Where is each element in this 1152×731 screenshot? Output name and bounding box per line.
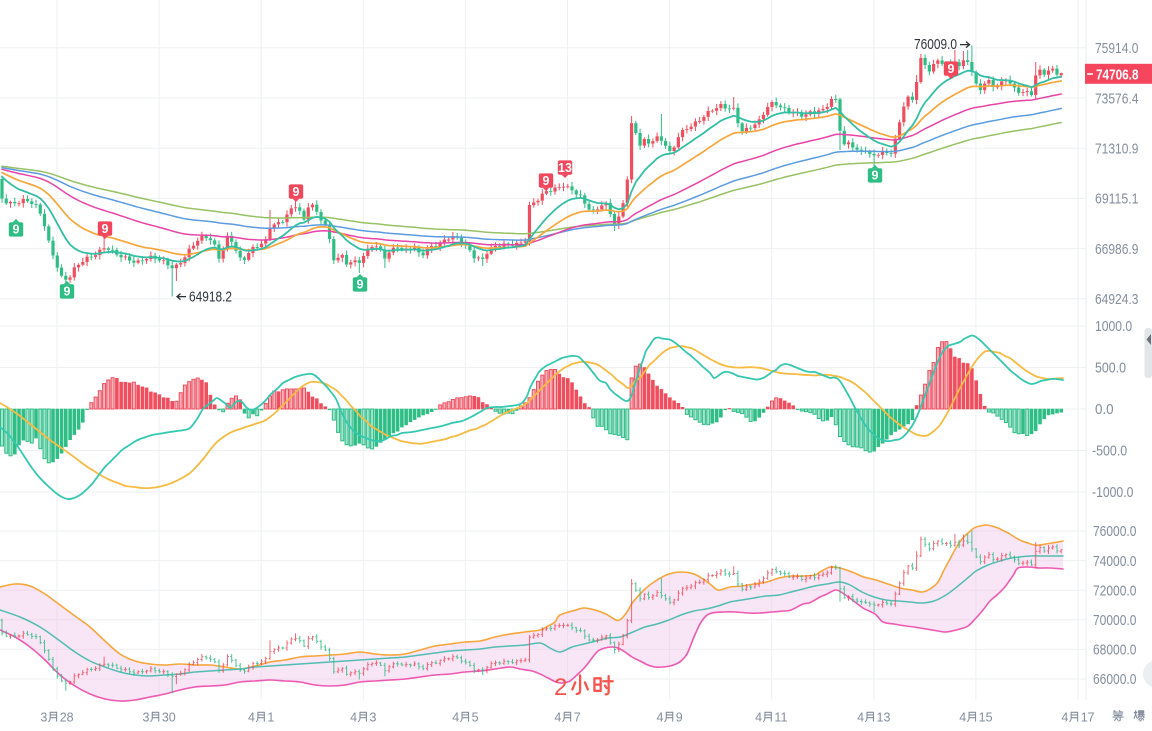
svg-text:7: 7 [574, 711, 581, 725]
svg-text:66986.9: 66986.9 [1095, 241, 1138, 258]
svg-text:68000.0: 68000.0 [1093, 642, 1136, 659]
svg-text:9: 9 [872, 169, 879, 183]
svg-text:4: 4 [656, 711, 663, 725]
svg-text:72000.0: 72000.0 [1093, 582, 1136, 599]
svg-text:1000.0: 1000.0 [1095, 318, 1132, 335]
svg-text:9: 9 [948, 62, 955, 76]
svg-text:4: 4 [755, 711, 762, 725]
svg-text:4: 4 [959, 711, 966, 725]
svg-text:69115.1: 69115.1 [1095, 191, 1138, 208]
svg-text:70000.0: 70000.0 [1093, 612, 1136, 629]
svg-text:74000.0: 74000.0 [1093, 553, 1136, 570]
svg-text:13: 13 [877, 711, 891, 725]
svg-text:9: 9 [13, 223, 20, 237]
svg-text:2: 2 [554, 674, 567, 701]
svg-text:9: 9 [293, 185, 300, 199]
svg-text:4: 4 [554, 711, 561, 725]
svg-text:3: 3 [142, 711, 149, 725]
svg-text:9: 9 [357, 278, 364, 292]
svg-text:0.0: 0.0 [1095, 401, 1114, 418]
svg-text:15: 15 [979, 711, 993, 725]
svg-text:28: 28 [60, 711, 74, 725]
svg-text:76009.0: 76009.0 [914, 36, 957, 53]
svg-text:3: 3 [40, 711, 47, 725]
svg-text:71310.9: 71310.9 [1095, 141, 1138, 158]
svg-text:4: 4 [248, 711, 255, 725]
svg-text:13: 13 [558, 161, 572, 175]
svg-text:4: 4 [452, 711, 459, 725]
svg-text:-1000.0: -1000.0 [1092, 484, 1133, 501]
svg-text:17: 17 [1081, 711, 1095, 725]
svg-text:9: 9 [102, 222, 109, 236]
svg-text:30: 30 [162, 711, 176, 725]
svg-text:11: 11 [774, 711, 787, 725]
svg-text:64918.2: 64918.2 [189, 289, 232, 306]
svg-text:73576.4: 73576.4 [1095, 90, 1138, 107]
svg-text:4: 4 [857, 711, 864, 725]
svg-text:500.0: 500.0 [1095, 360, 1126, 377]
svg-text:1: 1 [267, 711, 274, 725]
svg-text:66000.0: 66000.0 [1093, 671, 1136, 688]
svg-text:3: 3 [370, 711, 377, 725]
svg-text:-500.0: -500.0 [1092, 443, 1127, 460]
svg-text:5: 5 [472, 711, 479, 725]
svg-text:9: 9 [64, 285, 71, 299]
svg-text:9: 9 [676, 711, 683, 725]
svg-text:75914.0: 75914.0 [1095, 40, 1138, 57]
svg-text:76000.0: 76000.0 [1093, 523, 1136, 540]
svg-text:74706.8: 74706.8 [1096, 67, 1139, 84]
svg-text:4: 4 [350, 711, 357, 725]
svg-text:4: 4 [1061, 711, 1068, 725]
svg-text:64924.3: 64924.3 [1095, 291, 1138, 308]
svg-text:9: 9 [543, 174, 550, 188]
